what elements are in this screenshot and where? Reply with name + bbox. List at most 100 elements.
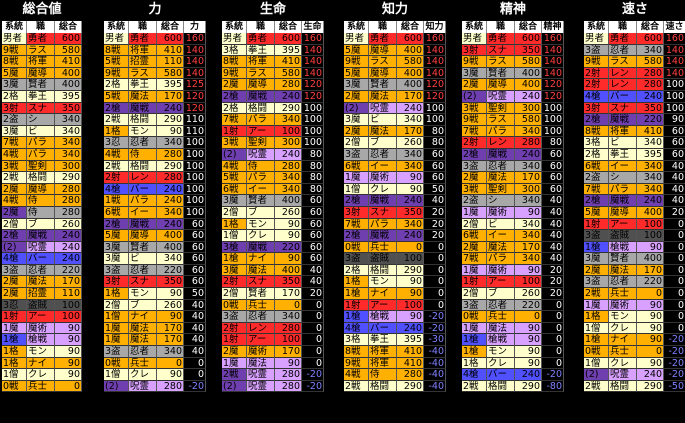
table-row: 2射 レン 280 140	[584, 67, 685, 80]
value-cell: 110	[184, 114, 206, 126]
total-cell: 0	[515, 311, 542, 323]
table-row: 3盗 忍者 340 60	[462, 160, 564, 173]
job-cell: パラ	[487, 125, 515, 138]
class-cell: 1格	[104, 288, 129, 300]
job-cell: バー	[27, 253, 55, 265]
table-row: 3槍 魔戦 220 60	[222, 241, 324, 254]
value-cell: 60	[184, 241, 206, 254]
job-cell: 兵士	[27, 380, 55, 393]
class-cell: 3盗	[584, 276, 609, 289]
table-row: 1射 アー 100 0	[344, 299, 446, 312]
table-row: 1魔 魔法 170 40	[104, 322, 206, 335]
total-cell: 340	[515, 160, 542, 173]
table-row: 3魔 賢者 400 120	[344, 79, 446, 91]
total-cell: 580	[515, 56, 542, 68]
class-cell: 5魔	[344, 67, 369, 80]
total-cell: 170	[55, 276, 82, 289]
class-cell: 3忍	[2, 299, 27, 312]
class-cell: 1格	[104, 125, 129, 138]
job-cell: 兵士	[369, 241, 397, 254]
total-cell: 400	[637, 206, 664, 219]
total-cell: 340	[275, 172, 302, 184]
job-cell: パラ	[129, 195, 157, 207]
job-cell: モン	[247, 218, 275, 231]
job-cell: 勇者	[27, 33, 55, 45]
ranking-panel: 速さ 系統職総合 速さ 男者 勇者 600 160 3盗 忍者 340 140 9戦 ラス 580 140 2…	[584, 0, 685, 393]
table-row: 3射 スナ 350	[2, 102, 82, 115]
class-cell: 2格	[344, 264, 369, 277]
job-cell: 忍者	[129, 137, 157, 149]
total-cell: 400	[637, 253, 664, 265]
class-cell: 2槍	[344, 195, 369, 207]
table-row: 2僧ブ 260 40	[104, 299, 206, 312]
value-cell: -20	[424, 311, 446, 323]
job-cell: 格闘	[369, 264, 397, 277]
job-cell: 魔導	[247, 79, 275, 91]
class-cell: 1僧	[344, 183, 369, 196]
table-row: 2槍 魔戦 240 120	[104, 102, 206, 115]
value-cell: 0	[664, 311, 685, 323]
value-cell: 0	[542, 299, 564, 312]
value-cell: -20	[302, 380, 324, 393]
total-cell: 90	[637, 311, 664, 323]
class-cell: 2盗	[584, 172, 609, 184]
value-cell: -20	[664, 369, 685, 381]
value-cell: 40	[184, 346, 206, 358]
value-cell: 20	[542, 288, 564, 300]
job-cell: 呪霊	[247, 380, 275, 393]
total-cell: 350	[157, 276, 184, 289]
value-cell: 0	[424, 276, 446, 289]
total-cell: 240	[157, 183, 184, 196]
total-cell: 170	[275, 288, 302, 300]
value-cell: 140	[302, 44, 324, 57]
total-cell: 0	[275, 299, 302, 312]
total-cell: 260	[275, 206, 302, 219]
header-cell: 知力	[424, 21, 446, 33]
total-cell: 395	[55, 90, 82, 103]
job-cell: 勇者	[487, 33, 515, 45]
value-cell: 100	[302, 102, 324, 115]
total-cell: 90	[515, 357, 542, 370]
class-cell: 9戦	[462, 114, 487, 126]
header-cell: 職	[609, 21, 637, 33]
job-cell: 魔術	[27, 322, 55, 335]
job-cell: 格闘	[487, 380, 515, 393]
job-cell: 魔法	[487, 241, 515, 254]
table-row: 2戦 格闘 290 100	[104, 160, 206, 173]
class-cell: 2僧	[462, 218, 487, 231]
total-cell: 400	[275, 195, 302, 207]
job-cell: レン	[609, 67, 637, 80]
table-row: 3盗 忍者 340 40	[104, 346, 206, 358]
table-row: 2僧ブ 260 60	[222, 206, 324, 219]
table-row: 3射 スナ 350 100	[584, 102, 685, 115]
class-cell: 3射	[344, 206, 369, 219]
class-cell: 1槍	[2, 334, 27, 347]
value-cell: 140	[664, 67, 685, 80]
table-row: 2射 レン 280 0	[222, 322, 324, 335]
value-cell: 160	[664, 33, 685, 45]
panel-title: 総合値	[22, 2, 62, 17]
job-cell: 勇者	[129, 33, 157, 45]
table-row: 1射 アー 100 20	[462, 276, 564, 289]
job-cell: 呪霊	[487, 90, 515, 103]
job-cell: 盗賊	[27, 299, 55, 312]
job-cell: ラス	[129, 67, 157, 80]
header-cell: 総合	[397, 21, 424, 33]
class-cell: 3魔	[584, 253, 609, 265]
value-cell: -20	[424, 322, 446, 335]
class-cell: 0戦	[462, 311, 487, 323]
table-row: (2) 呪霊 240 100	[344, 102, 446, 115]
total-cell: 90	[55, 322, 82, 335]
table-row: 8戦 将軍 410 60	[584, 125, 685, 138]
job-cell: 侍	[247, 160, 275, 173]
total-cell: 100	[275, 125, 302, 138]
total-cell: 90	[515, 334, 542, 347]
table-row: 男者 勇者 600 160	[344, 33, 446, 45]
total-cell: 90	[55, 334, 82, 347]
value-cell: 50	[184, 288, 206, 300]
class-cell: 2格	[222, 102, 247, 115]
class-cell: 1僧	[584, 357, 609, 370]
table-row: 2僧ブ 260 80	[344, 137, 446, 149]
job-cell: ラス	[27, 44, 55, 57]
total-cell: 400	[397, 67, 424, 80]
